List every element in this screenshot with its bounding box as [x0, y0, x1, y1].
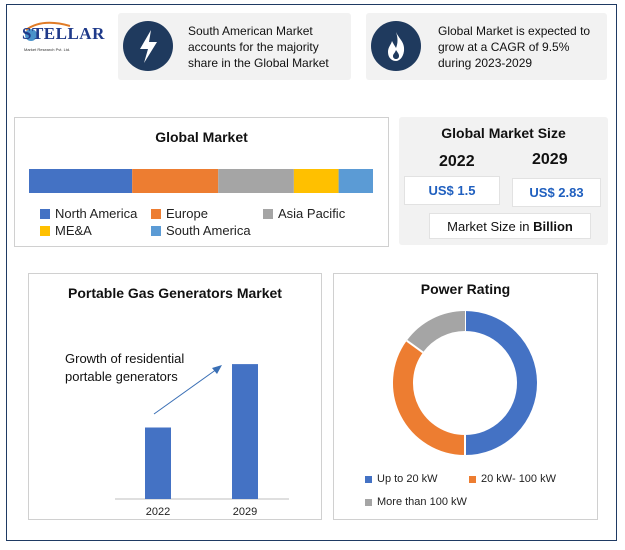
unit-prefix: Market Size in [447, 219, 534, 234]
legend-label: North America [55, 206, 138, 221]
value-2022: US$ 1.5 [404, 176, 500, 205]
legend-europe: Europe [151, 206, 208, 221]
growth-arrow-line [153, 368, 218, 415]
portable-generators-bar-chart: 2022 2029 [115, 364, 289, 518]
legend-up-to-20kw: Up to 20 kW [365, 473, 438, 485]
stack-segment-europe [132, 169, 219, 193]
info-card-text: Global Market is expected to grow at a C… [438, 24, 591, 70]
legend-swatch [469, 475, 476, 483]
annotation-line-1: Growth of residential [65, 351, 185, 366]
legend-mea: ME&A [40, 223, 92, 238]
global-market-stacked-bar [29, 169, 373, 193]
x-tick-label: 2029 [233, 506, 257, 518]
logo-swoosh [25, 21, 71, 41]
legend-label: South America [166, 223, 251, 238]
market-size-unit: Market Size in Billion [429, 213, 591, 239]
info-card-cagr: Global Market is expected to grow at a C… [366, 13, 607, 80]
global-market-panel: Global Market North America Europe Asia … [14, 117, 389, 247]
power-rating-panel: Power Rating Up to 20 kW 20 kW- 100 kW M… [333, 273, 598, 520]
legend-north-america: North America [40, 206, 137, 221]
legend-swatch [365, 475, 372, 483]
legend-asia-pacific: Asia Pacific [263, 206, 345, 221]
legend-label: Asia Pacific [278, 206, 346, 221]
x-tick-label: 2022 [146, 506, 170, 518]
legend-label: 20 kW- 100 kW [481, 473, 556, 485]
bar-2029 [232, 364, 258, 499]
legend-swatch [263, 208, 273, 219]
logo-word: STELLAR [22, 24, 105, 43]
annotation-line-2: portable generators [65, 369, 178, 384]
portable-generators-title: Portable Gas Generators Market [68, 285, 282, 301]
legend-label: More than 100 kW [377, 496, 467, 508]
value-2029: US$ 2.83 [512, 178, 601, 207]
legend-south-america: South America [151, 223, 251, 238]
legend-swatch [365, 498, 372, 506]
year-2022: 2022 [439, 153, 475, 170]
lightning-icon-svg [140, 30, 157, 63]
market-size-title: Global Market Size [441, 125, 566, 141]
bar-2022 [145, 427, 171, 499]
stack-segment-me-a [293, 169, 339, 193]
stack-segment-south-america [338, 169, 373, 193]
unit-bold: Billion [533, 219, 573, 234]
legend-swatch [40, 225, 50, 236]
legend-swatch [151, 208, 161, 219]
growth-arrow-head [212, 365, 222, 374]
donut-slice-divider [406, 339, 424, 354]
flame-icon-svg [388, 32, 405, 61]
market-size-panel: Global Market Size 2022 2029 US$ 1.5 US$… [399, 117, 608, 245]
logo-tagline: Market Research Pvt. Ltd. [24, 47, 71, 52]
donut-slice-more-than-100-kw [406, 311, 466, 353]
legend-label: Up to 20 kW [377, 473, 438, 485]
info-card-south-america: South American Market accounts for the m… [118, 13, 351, 80]
legend-swatch [40, 208, 50, 219]
stellar-logo: STELLAR Market Research Pvt. Ltd. [22, 20, 114, 58]
power-rating-title: Power Rating [420, 281, 511, 297]
growth-annotation: Growth of residential portable generator… [65, 350, 184, 386]
info-card-text: South American Market accounts for the m… [188, 24, 329, 70]
year-2029: 2029 [532, 151, 568, 168]
stack-segment-asia-pacific [218, 169, 294, 193]
donut-slice-up-to-20-kw [464, 311, 537, 455]
legend-label: ME&A [55, 223, 92, 238]
legend-label: Europe [166, 206, 208, 221]
donut-slice-20-kw-100-kw [393, 340, 466, 455]
global-market-title: Global Market [155, 129, 248, 145]
portable-generators-panel: Portable Gas Generators Market Growth of… [28, 273, 322, 520]
legend-20-100kw: 20 kW- 100 kW [469, 473, 556, 485]
legend-more-than-100kw: More than 100 kW [365, 496, 467, 508]
power-rating-donut [393, 311, 537, 455]
lightning-icon [123, 21, 173, 71]
stack-segment-north-america [29, 169, 133, 193]
flame-icon [371, 21, 421, 71]
legend-swatch [151, 225, 161, 236]
